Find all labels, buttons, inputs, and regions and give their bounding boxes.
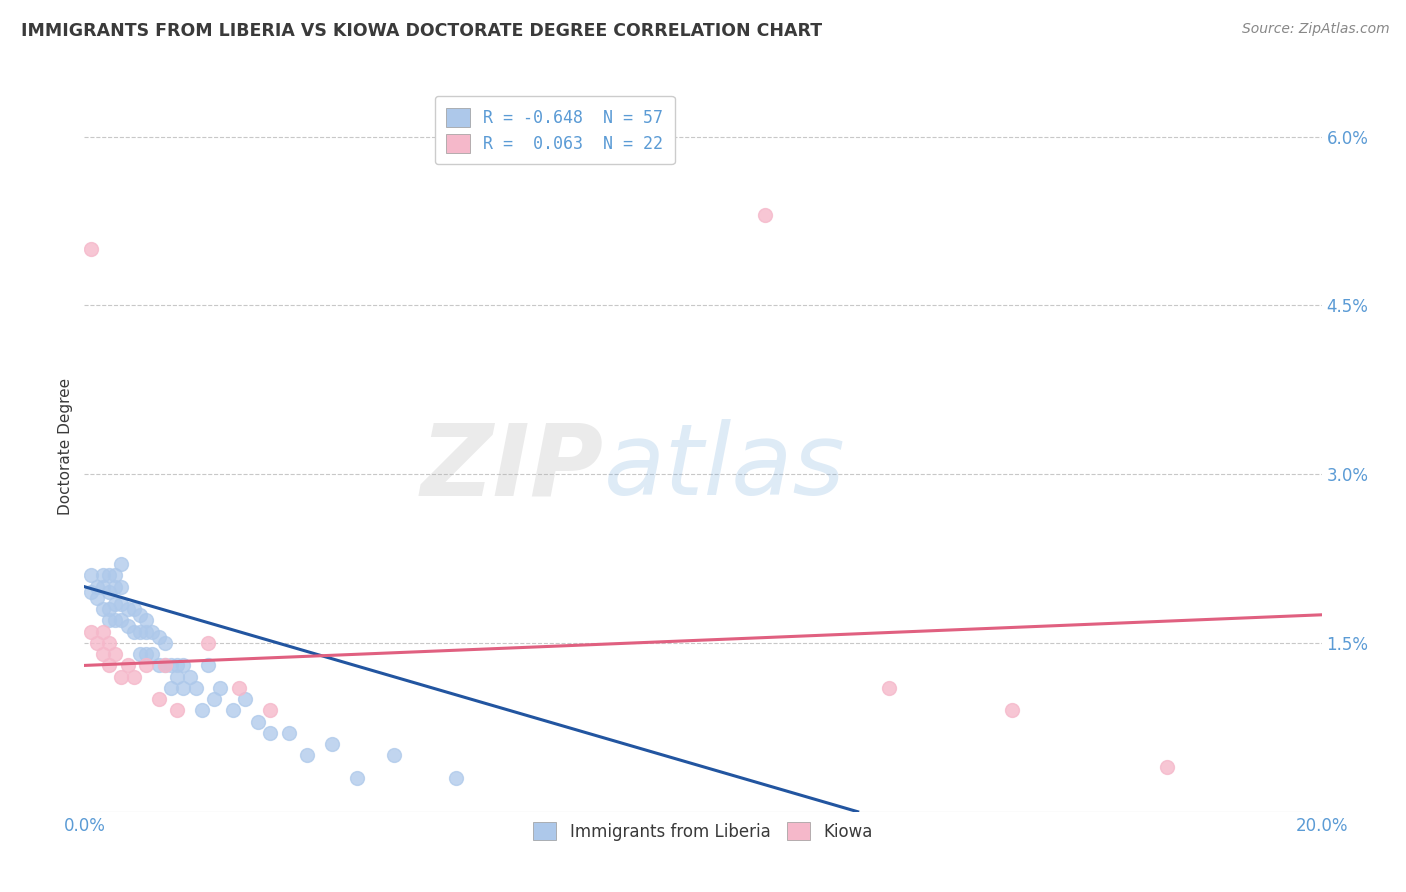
- Point: [91, 647, 114, 661]
- Point: [98, 636, 121, 650]
- Point: [91, 568, 114, 582]
- Point: [166, 670, 188, 684]
- Point: [153, 658, 176, 673]
- Point: [104, 597, 127, 611]
- Point: [135, 624, 157, 639]
- Point: [86, 580, 108, 594]
- Point: [184, 681, 207, 695]
- Text: atlas: atlas: [605, 419, 845, 516]
- Point: [166, 658, 188, 673]
- Point: [79, 568, 101, 582]
- Point: [104, 580, 127, 594]
- Point: [86, 591, 108, 605]
- Point: [148, 658, 170, 673]
- Point: [148, 692, 170, 706]
- Point: [98, 658, 121, 673]
- Point: [110, 557, 132, 571]
- Point: [259, 726, 281, 740]
- Point: [91, 580, 114, 594]
- Text: IMMIGRANTS FROM LIBERIA VS KIOWA DOCTORATE DEGREE CORRELATION CHART: IMMIGRANTS FROM LIBERIA VS KIOWA DOCTORA…: [21, 22, 823, 40]
- Point: [91, 624, 114, 639]
- Point: [141, 624, 163, 639]
- Point: [148, 630, 170, 644]
- Point: [233, 692, 256, 706]
- Point: [135, 647, 157, 661]
- Y-axis label: Doctorate Degree: Doctorate Degree: [58, 377, 73, 515]
- Point: [222, 703, 245, 717]
- Point: [110, 597, 132, 611]
- Point: [277, 726, 299, 740]
- Point: [246, 714, 269, 729]
- Point: [444, 771, 467, 785]
- Point: [117, 619, 139, 633]
- Point: [79, 585, 101, 599]
- Point: [79, 242, 101, 256]
- Point: [295, 748, 318, 763]
- Point: [197, 636, 219, 650]
- Point: [117, 602, 139, 616]
- Point: [135, 614, 157, 628]
- Point: [98, 602, 121, 616]
- Point: [122, 624, 145, 639]
- Point: [166, 703, 188, 717]
- Legend: Immigrants from Liberia, Kiowa: Immigrants from Liberia, Kiowa: [526, 816, 880, 847]
- Point: [153, 636, 176, 650]
- Point: [129, 607, 152, 622]
- Point: [160, 658, 183, 673]
- Point: [117, 658, 139, 673]
- Point: [98, 568, 121, 582]
- Point: [191, 703, 214, 717]
- Point: [209, 681, 232, 695]
- Point: [86, 636, 108, 650]
- Point: [122, 602, 145, 616]
- Point: [122, 670, 145, 684]
- Text: Source: ZipAtlas.com: Source: ZipAtlas.com: [1241, 22, 1389, 37]
- Point: [382, 748, 405, 763]
- Point: [877, 681, 900, 695]
- Point: [160, 681, 183, 695]
- Point: [228, 681, 250, 695]
- Point: [129, 647, 152, 661]
- Point: [1156, 760, 1178, 774]
- Point: [321, 737, 343, 751]
- Point: [135, 658, 157, 673]
- Point: [197, 658, 219, 673]
- Point: [79, 624, 101, 639]
- Point: [110, 670, 132, 684]
- Point: [1001, 703, 1024, 717]
- Point: [110, 580, 132, 594]
- Point: [153, 658, 176, 673]
- Point: [104, 614, 127, 628]
- Point: [91, 602, 114, 616]
- Point: [129, 624, 152, 639]
- Point: [98, 614, 121, 628]
- Point: [104, 568, 127, 582]
- Text: ZIP: ZIP: [420, 419, 605, 516]
- Point: [179, 670, 201, 684]
- Point: [110, 614, 132, 628]
- Point: [104, 647, 127, 661]
- Point: [754, 208, 776, 222]
- Point: [172, 658, 194, 673]
- Point: [259, 703, 281, 717]
- Point: [98, 585, 121, 599]
- Point: [141, 647, 163, 661]
- Point: [172, 681, 194, 695]
- Point: [346, 771, 368, 785]
- Point: [202, 692, 225, 706]
